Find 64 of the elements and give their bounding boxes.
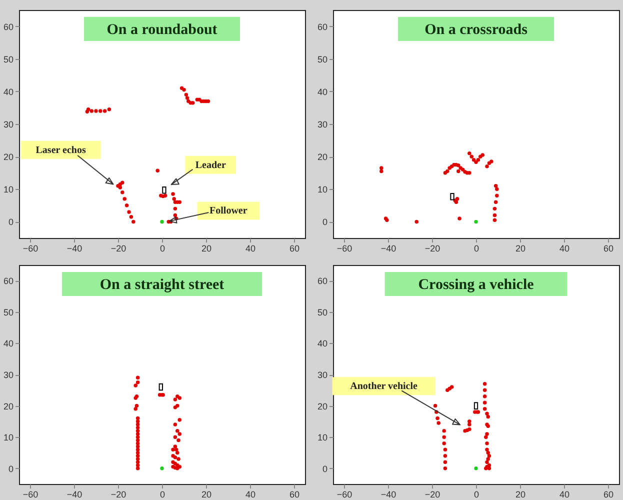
x-tick-label: 60 [603, 244, 614, 254]
x-tick-label: 20 [515, 490, 526, 500]
x-tick-label: 60 [603, 490, 614, 500]
y-tick-label: 20 [317, 152, 328, 162]
y-tick-label: 30 [3, 120, 14, 130]
y-tick-label: 10 [317, 184, 328, 195]
x-tick-label: 20 [515, 244, 526, 254]
y-tick-label: 50 [317, 307, 328, 318]
text: On a roundabout [106, 22, 218, 38]
text: On a crossroads [424, 22, 528, 38]
y-tick-label: 40 [317, 338, 328, 349]
y-tick-label: 50 [3, 307, 14, 318]
y-tick-label: 30 [3, 370, 14, 380]
y-tick-label: 40 [317, 86, 328, 97]
y-tick-label: 30 [317, 120, 328, 130]
y-tick-label: 60 [3, 276, 14, 286]
x-tick-label: 40 [559, 244, 570, 254]
y-tick-label: 20 [3, 401, 14, 412]
x-tick-label: 20 [201, 244, 212, 254]
y-tick-label: 20 [3, 152, 14, 162]
x-tick-label: −40 [380, 244, 396, 254]
x-tick-label: 0 [160, 490, 166, 500]
y-tick-label: 0 [322, 217, 328, 228]
x-tick-label: −20 [110, 490, 126, 500]
y-tick-label: 10 [317, 432, 328, 443]
x-tick-label: 0 [474, 244, 480, 254]
x-tick-label: −20 [110, 244, 126, 254]
x-tick-label: −40 [66, 244, 82, 254]
y-tick-label: 40 [3, 338, 14, 349]
x-tick-label: 20 [201, 490, 212, 500]
x-tick-label: −20 [424, 244, 440, 254]
y-tick-label: 0 [8, 217, 14, 228]
y-tick-label: 50 [317, 54, 328, 64]
y-tick-label: 0 [8, 464, 14, 474]
annotation: Another vehicle [350, 381, 418, 392]
y-tick-label: 60 [317, 22, 328, 32]
y-tick-label: 30 [317, 370, 328, 380]
x-tick-label: 40 [559, 490, 570, 500]
annotation: Laser echos [36, 144, 86, 156]
x-tick-label: −60 [22, 490, 38, 500]
x-tick-label: −20 [424, 490, 440, 500]
x-tick-label: −60 [22, 244, 38, 254]
x-tick-label: 60 [289, 490, 300, 500]
y-tick-label: 60 [3, 22, 14, 32]
y-tick-label: 20 [317, 401, 328, 412]
x-tick-label: 40 [245, 490, 256, 500]
y-tick-label: 60 [317, 276, 328, 286]
y-tick-label: 10 [3, 432, 14, 443]
x-tick-label: −40 [66, 490, 82, 500]
annotation: Follower [210, 206, 248, 217]
x-tick-label: −40 [380, 490, 396, 500]
x-tick-label: 40 [245, 244, 256, 254]
text: On a straight street [100, 277, 224, 293]
y-tick-label: 40 [3, 86, 14, 97]
text: Crossing a vehicle [418, 277, 534, 293]
x-tick-label: 60 [289, 244, 300, 254]
y-tick-label: 10 [3, 184, 14, 195]
x-tick-label: −60 [336, 490, 352, 500]
y-tick-label: 0 [322, 464, 328, 474]
x-tick-label: −60 [336, 244, 352, 254]
y-tick-label: 50 [3, 54, 14, 64]
annotation: Leader [195, 160, 226, 171]
x-tick-label: 0 [474, 490, 480, 500]
x-tick-label: 0 [160, 244, 166, 254]
